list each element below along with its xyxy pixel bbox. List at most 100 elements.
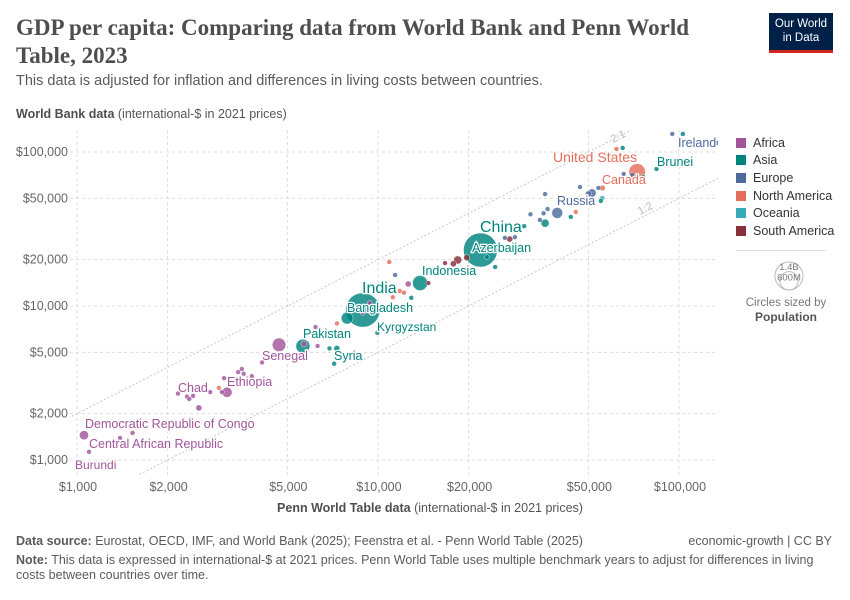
chart-title: GDP per capita: Comparing data from Worl… (16, 15, 690, 68)
data-point-asia (640, 174, 646, 180)
legend-item-africa[interactable]: Africa (736, 134, 834, 152)
data-point-europe (595, 185, 602, 191)
data-point-asia (492, 264, 498, 270)
license[interactable]: economic-growth | CC BY (688, 534, 832, 548)
size-legend-caption: Circles sized by Population (736, 296, 836, 325)
data-point-africa (312, 324, 319, 330)
legend-item-oceania[interactable]: Oceania (736, 204, 834, 222)
data-point-asia (653, 166, 660, 172)
legend-swatch (736, 155, 746, 166)
data-point-africa (117, 435, 123, 441)
data-source: Data source: Eurostat, OECD, IMF, and Wo… (16, 534, 583, 549)
plot-area (70, 130, 718, 475)
legend-item-asia[interactable]: Asia (736, 152, 834, 170)
data-point-europe (629, 172, 635, 178)
point-label: Chad (178, 381, 208, 395)
data-point-africa (175, 390, 181, 397)
point-label: Central African Republic (89, 437, 223, 451)
data-point-north-america (390, 294, 396, 300)
point-label: Bangladesh (347, 301, 413, 315)
data-point-asia (331, 361, 337, 367)
data-point-asia (326, 345, 333, 352)
data-point-africa (235, 369, 241, 375)
note: Note: This data is expressed in internat… (16, 553, 816, 583)
y-axis-label-bold: World Bank data (16, 107, 115, 121)
x-axis-label-bold: Penn World Table data (277, 501, 411, 515)
x-tick-label: $2,000 (149, 480, 187, 494)
legend-item-europe[interactable]: Europe (736, 169, 834, 187)
point-label: Senegal (262, 349, 308, 363)
data-point-europe (502, 235, 508, 241)
point-label: Kyrgyzstan (377, 320, 436, 334)
legend-swatch (736, 190, 746, 201)
data-point-asia (333, 345, 341, 352)
data-point-africa (300, 340, 308, 348)
x-axis-label-unit: (international-$ in 2021 prices) (414, 501, 583, 515)
point-label: Canada (602, 173, 646, 187)
data-point-africa (259, 359, 265, 366)
data-point-africa (129, 430, 136, 436)
data-point-north-america (386, 259, 392, 265)
source-text[interactable]: Eurostat, OECD, IMF, and World Bank (202… (95, 534, 583, 548)
legend-label: Asia (753, 153, 778, 168)
legend-item-north-america[interactable]: North America (736, 187, 834, 205)
data-point-africa (249, 373, 255, 379)
y-tick-label: $50,000 (23, 191, 68, 205)
data-point-asia (341, 311, 354, 325)
point-label: Indonesia (422, 264, 476, 278)
data-point-north-america (397, 288, 403, 294)
legend-label: South America (753, 223, 835, 238)
x-tick-label: $5,000 (269, 480, 307, 494)
owid-logo[interactable]: Our World in Data (769, 13, 833, 53)
y-axis-label-unit: (international-$ in 2021 prices) (117, 107, 287, 121)
point-label: Ireland (678, 136, 716, 150)
data-point-africa (241, 371, 247, 377)
reference-line-label: 1:2 (636, 200, 655, 218)
legend-swatch (736, 225, 746, 236)
point-label: Brunei (657, 155, 693, 169)
data-point-asia (540, 218, 550, 228)
data-point-europe (577, 184, 583, 190)
legend-swatch (736, 208, 746, 219)
data-point-africa (195, 404, 203, 412)
data-point-asia (568, 214, 574, 220)
data-point-africa (404, 280, 412, 288)
data-point-europe (537, 217, 543, 223)
point-label: Burundi (75, 458, 116, 472)
legend-item-south-america[interactable]: South America (736, 222, 834, 240)
data-point-south-america (450, 260, 457, 268)
y-tick-label: $5,000 (30, 345, 68, 359)
data-point-south-america (442, 260, 448, 266)
data-point-europe (541, 210, 547, 216)
y-tick-label: $20,000 (23, 253, 68, 267)
reference-line-1-2 (137, 177, 718, 475)
data-point-europe (545, 206, 551, 212)
point-label: Democratic Republic of Congo (85, 417, 255, 431)
data-point-asia (521, 223, 527, 229)
point-label: India (362, 280, 397, 297)
source-label: Data source: (16, 534, 92, 548)
point-label: Syria (334, 349, 363, 363)
data-point-europe (542, 191, 548, 197)
size-variable: Population (755, 310, 817, 324)
data-point-south-america (463, 254, 470, 261)
data-point-asia (484, 254, 490, 260)
point-label: China (480, 219, 522, 236)
data-point-asia (374, 330, 380, 336)
legend-swatch (736, 137, 746, 148)
data-point-north-america (613, 146, 620, 152)
point-label: Ethiopia (227, 375, 272, 389)
reference-line-label: 2:1 (609, 128, 628, 146)
data-point-africa (186, 396, 192, 402)
legend-label: Africa (753, 135, 785, 150)
data-point-africa (86, 449, 92, 455)
note-text: This data is expressed in international-… (16, 553, 814, 582)
x-tick-label: $10,000 (356, 480, 401, 494)
data-point-africa (315, 343, 321, 349)
logo-line-2: in Data (782, 32, 820, 44)
data-point-asia (680, 131, 686, 137)
y-tick-label: $1,000 (30, 453, 68, 467)
data-point-europe (551, 207, 563, 219)
x-axis-label: Penn World Table data (international-$ i… (0, 501, 850, 515)
